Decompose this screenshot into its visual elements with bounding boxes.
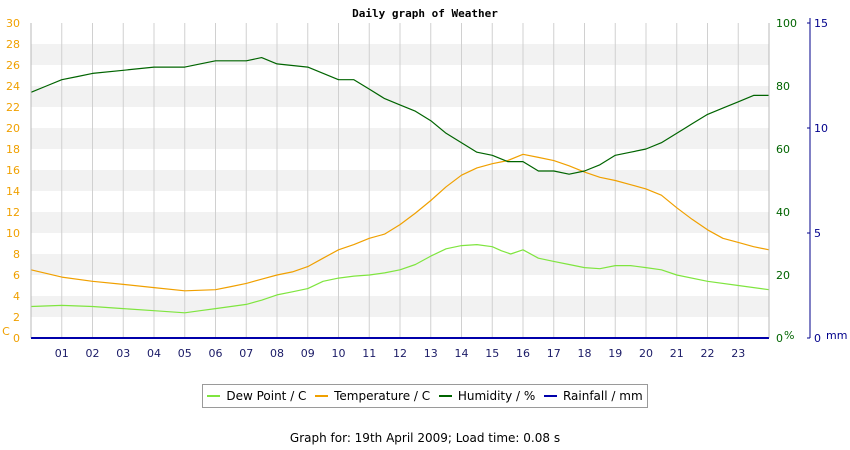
x-tick-label: 13 bbox=[424, 347, 438, 360]
legend-item: Dew Point / C bbox=[207, 389, 306, 403]
y-tick-label-left: 4 bbox=[13, 290, 20, 303]
legend-label: Rainfall / mm bbox=[562, 389, 643, 403]
x-tick-label: 01 bbox=[55, 347, 69, 360]
y-tick-label-right2: 0 bbox=[814, 332, 821, 345]
x-tick-label: 16 bbox=[516, 347, 530, 360]
y-tick-label-left: 30 bbox=[6, 17, 20, 30]
x-tick-label: 15 bbox=[485, 347, 499, 360]
y-tick-label-left: 8 bbox=[13, 248, 20, 261]
legend: Dew Point / C Temperature / C Humidity / %… bbox=[202, 384, 648, 408]
legend-swatch bbox=[207, 395, 221, 397]
y-tick-label-left: 16 bbox=[6, 164, 20, 177]
y-tick-label-left: 18 bbox=[6, 143, 20, 156]
y-tick-label-right2: 15 bbox=[814, 17, 828, 30]
y-tick-label-left: 22 bbox=[6, 101, 20, 114]
legend-item: Rainfall / mm bbox=[543, 389, 643, 403]
y-tick-label-right2: 10 bbox=[814, 122, 828, 135]
legend-label: Dew Point / C bbox=[226, 389, 307, 403]
y-tick-label-right2: 5 bbox=[814, 227, 821, 240]
y-tick-label-left: 26 bbox=[6, 59, 20, 72]
axes-layer: 024681012141618202224262830C020406080100… bbox=[2, 17, 847, 360]
legend-label: Humidity / % bbox=[457, 389, 536, 403]
x-tick-label: 12 bbox=[393, 347, 407, 360]
x-tick-label: 03 bbox=[116, 347, 130, 360]
y-tick-label-left: 2 bbox=[13, 311, 20, 324]
x-tick-label: 08 bbox=[270, 347, 284, 360]
weather-chart: Daily graph of Weather 02468101214161820… bbox=[2, 7, 847, 360]
series-line-dew bbox=[30, 244, 770, 314]
x-tick-label: 14 bbox=[455, 347, 469, 360]
y-tick-label-left: 10 bbox=[6, 227, 20, 240]
y-tick-label-left: 14 bbox=[6, 185, 20, 198]
x-tick-label: 21 bbox=[670, 347, 684, 360]
y-tick-label-left: 0 bbox=[13, 332, 20, 345]
right2-axis-unit: mm bbox=[826, 329, 847, 342]
x-tick-label: 06 bbox=[209, 347, 223, 360]
left-axis-unit: C bbox=[2, 325, 10, 338]
series-line-humidity bbox=[30, 56, 769, 175]
legend-swatch bbox=[315, 395, 329, 397]
x-tick-label: 22 bbox=[701, 347, 715, 360]
y-tick-label-left: 12 bbox=[6, 206, 20, 219]
legend-swatch bbox=[543, 395, 557, 397]
y-tick-label-right1: 40 bbox=[776, 206, 790, 219]
legend-swatch bbox=[438, 395, 452, 397]
chart-title: Daily graph of Weather bbox=[352, 7, 498, 20]
y-tick-label-right1: 20 bbox=[776, 269, 790, 282]
x-tick-label: 17 bbox=[547, 347, 561, 360]
legend-label: Temperature / C bbox=[334, 389, 431, 403]
series-line-temperature bbox=[30, 153, 770, 292]
x-tick-label: 10 bbox=[332, 347, 346, 360]
x-tick-label: 20 bbox=[639, 347, 653, 360]
vertical-gridlines bbox=[61, 23, 739, 338]
y-tick-label-left: 28 bbox=[6, 38, 20, 51]
x-tick-label: 11 bbox=[362, 347, 376, 360]
y-tick-label-left: 20 bbox=[6, 122, 20, 135]
x-tick-label: 07 bbox=[239, 347, 253, 360]
x-tick-label: 23 bbox=[731, 347, 745, 360]
x-tick-label: 02 bbox=[86, 347, 100, 360]
y-tick-label-right1: 100 bbox=[776, 17, 797, 30]
right1-axis-unit: % bbox=[784, 329, 794, 342]
x-tick-label: 04 bbox=[147, 347, 161, 360]
legend-item: Temperature / C bbox=[315, 389, 430, 403]
x-tick-label: 05 bbox=[178, 347, 192, 360]
x-tick-label: 18 bbox=[578, 347, 592, 360]
y-tick-label-left: 24 bbox=[6, 80, 20, 93]
legend-item: Humidity / % bbox=[438, 389, 536, 403]
footer-text: Graph for: 19th April 2009; Load time: 0… bbox=[289, 431, 561, 445]
x-tick-label: 09 bbox=[301, 347, 315, 360]
x-tick-label: 19 bbox=[608, 347, 622, 360]
y-tick-label-right1: 60 bbox=[776, 143, 790, 156]
y-tick-label-left: 6 bbox=[13, 269, 20, 282]
y-tick-label-right1: 0 bbox=[776, 332, 783, 345]
y-tick-label-right1: 80 bbox=[776, 80, 790, 93]
